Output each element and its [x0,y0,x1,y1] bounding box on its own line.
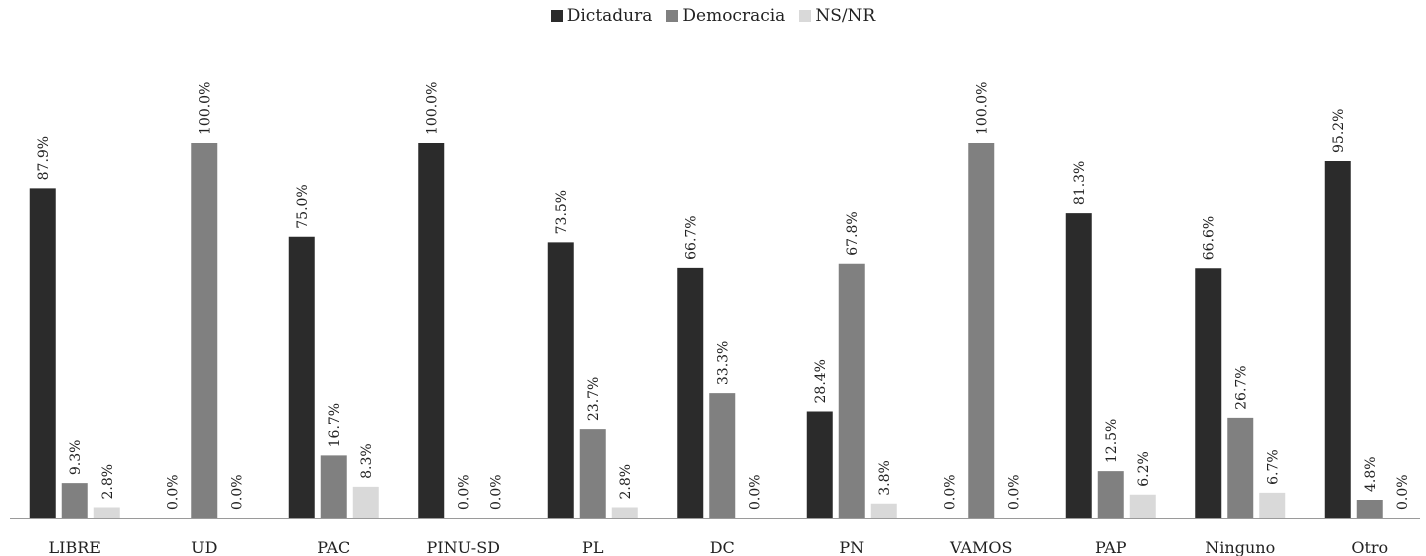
data-label: 100.0% [424,82,440,135]
x-tick-label: PL [582,538,604,556]
bar-ns-nr-pac [352,486,379,518]
data-label: 2.8% [100,464,116,500]
bar-ns-nr-ninguno [1259,492,1286,518]
data-label: 81.3% [1072,161,1088,205]
bar-democracia-otro [1356,500,1383,518]
x-tick-label: PAP [1095,538,1127,556]
data-label: 16.7% [327,403,343,447]
bar-democracia-ud [191,143,218,518]
x-tick-label: Otro [1351,538,1388,556]
bar-ns-nr-pl [611,507,638,518]
legend-swatch-dictadura [550,10,563,22]
bar-ns-nr-libre [93,507,120,518]
bar-dictadura-pac [288,236,315,518]
data-label: 0.0% [229,474,245,510]
data-label: 66.7% [683,215,699,259]
bar-dictadura-pl [547,242,574,518]
x-tick-label: PAC [317,538,350,556]
bar-democracia-pl [579,429,606,518]
chart-legend: Dictadura Democracia NS/NR [0,6,1426,26]
data-label: 75.0% [295,184,311,228]
data-label: 0.0% [1006,474,1022,510]
x-tick-label: PN [839,538,864,556]
legend-label-nsnr: NS/NR [815,6,876,26]
legend-swatch-nsnr [799,10,812,22]
bar-dictadura-pap [1065,213,1092,518]
bar-democracia-pn [838,263,865,518]
x-tick-label: Ninguno [1205,538,1275,556]
legend-item-democracia: Democracia [666,6,785,26]
data-label: 6.7% [1265,449,1281,485]
data-label: 0.0% [456,474,472,510]
x-tick-label: LIBRE [49,538,101,556]
data-label: 26.7% [1233,365,1249,409]
bar-dictadura-pinu-sd [418,143,445,518]
bar-ns-nr-pn [870,503,897,518]
x-tick-label: VAMOS [949,538,1012,556]
data-label: 100.0% [974,82,990,135]
bar-democracia-vamos [968,143,995,518]
legend-item-dictadura: Dictadura [550,6,653,26]
data-label: 73.5% [554,190,570,234]
legend-item-nsnr: NS/NR [799,6,875,26]
data-label: 100.0% [197,82,213,135]
bar-democracia-ninguno [1227,417,1254,518]
x-tick-label: UD [191,538,217,556]
legend-label-dictadura: Dictadura [566,6,653,26]
legend-swatch-democracia [666,10,679,22]
data-label: 28.4% [813,359,829,403]
x-tick-label: PINU-SD [427,538,500,556]
data-label: 6.2% [1136,451,1152,487]
bar-dictadura-libre [29,188,56,518]
data-label: 33.3% [715,341,731,385]
x-tick-label: DC [710,538,735,556]
bar-dictadura-dc [677,267,704,518]
data-label: 0.0% [165,474,181,510]
bar-democracia-pap [1097,471,1124,518]
data-label: 0.0% [747,474,763,510]
bar-democracia-dc [709,393,736,518]
data-label: 4.8% [1363,456,1379,492]
data-label: 12.5% [1104,419,1120,463]
bar-dictadura-pn [806,411,833,518]
legend-label-democracia: Democracia [682,6,786,26]
bar-dictadura-otro [1324,161,1351,518]
data-label: 0.0% [1395,474,1411,510]
data-label: 67.8% [845,211,861,255]
bar-ns-nr-pap [1129,494,1156,518]
data-label: 87.9% [36,136,52,180]
bar-democracia-libre [61,483,88,518]
data-label: 0.0% [942,474,958,510]
data-label: 3.8% [877,460,893,496]
data-label: 8.3% [359,443,375,479]
bar-democracia-pac [320,455,347,518]
data-label: 2.8% [618,464,634,500]
data-label: 9.3% [68,440,84,476]
bar-dictadura-ninguno [1195,268,1222,518]
data-label: 23.7% [586,377,602,421]
data-label: 66.6% [1201,216,1217,260]
data-label: 0.0% [488,474,504,510]
data-label: 95.2% [1331,109,1347,153]
